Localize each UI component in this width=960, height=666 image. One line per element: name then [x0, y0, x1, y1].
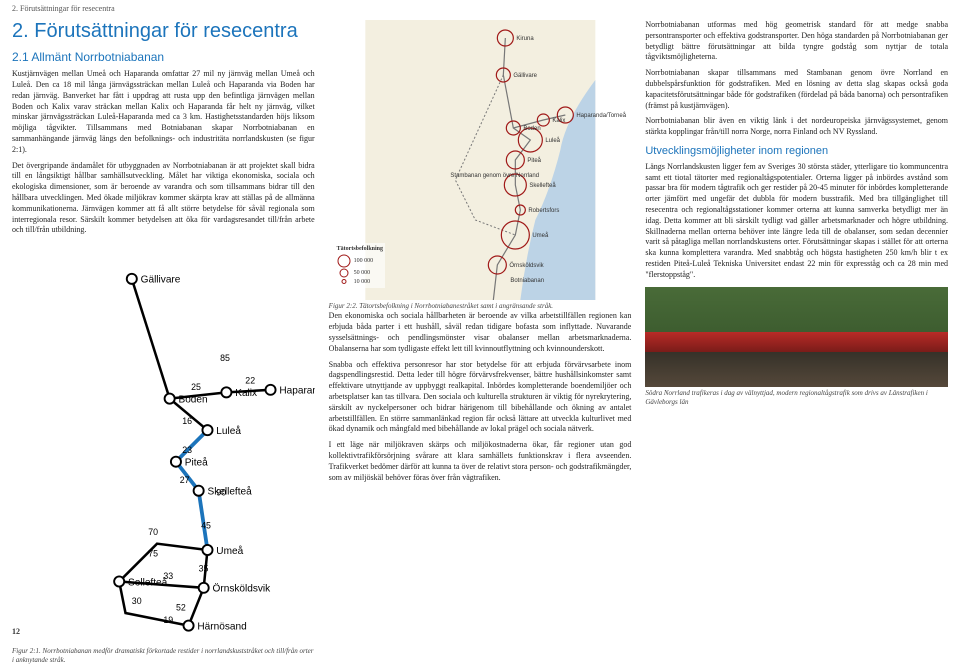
legend-row: 50 000 [337, 268, 383, 278]
figure-2-1-caption: Figur 2:1. Norrbotniabanan medför dramat… [12, 647, 315, 666]
body-paragraph: Snabba och effektiva personresor har sto… [329, 360, 632, 436]
svg-text:Luleå: Luleå [216, 425, 241, 437]
running-head: 2. Förutsättningar för resecentra [12, 4, 115, 15]
svg-text:Haparanda/Torneå: Haparanda/Torneå [576, 112, 626, 119]
svg-text:30: 30 [132, 596, 142, 606]
svg-text:52: 52 [176, 603, 186, 613]
body-paragraph: Det övergripande ändamålet för utbyggnad… [12, 161, 315, 237]
svg-text:Umeå: Umeå [216, 545, 243, 557]
svg-text:Kalix: Kalix [552, 118, 565, 124]
svg-text:Härnösand: Härnösand [197, 622, 246, 633]
body-paragraph: Den ekonomiska och sociala hållbarheten … [329, 311, 632, 354]
body-paragraph: Längs Norrlandskusten ligger fem av Sver… [645, 162, 948, 281]
svg-text:Piteå: Piteå [527, 157, 541, 164]
column-3: Norrbotniabanan utformas med hög geometr… [645, 20, 948, 622]
svg-text:27: 27 [180, 475, 190, 485]
legend-row: 10 000 [337, 278, 383, 286]
svg-text:Robertsfors: Robertsfors [528, 208, 559, 214]
svg-text:Skellefteå: Skellefteå [207, 486, 252, 498]
svg-text:Luleå: Luleå [545, 137, 560, 144]
svg-text:Skellefteå: Skellefteå [529, 182, 556, 189]
body-paragraph: Norrbotniabanan skapar tillsammans med S… [645, 68, 948, 111]
svg-text:Kiruna: Kiruna [516, 36, 534, 42]
svg-text:35: 35 [199, 564, 209, 574]
svg-text:Gällivare: Gällivare [513, 73, 537, 79]
svg-text:22: 22 [245, 376, 255, 386]
svg-text:Piteå: Piteå [185, 457, 208, 469]
column-2: Kiruna Gällivare Haparanda/Torneå Kalix Bode… [329, 20, 632, 622]
title-block: 2. Förutsättningar för resecentra 2.1 Al… [12, 20, 315, 65]
svg-text:70: 70 [148, 527, 158, 537]
svg-text:25: 25 [191, 382, 201, 392]
svg-text:Boden: Boden [178, 395, 207, 406]
legend-row: 100 000 [337, 254, 383, 268]
column-1: 2. Förutsättningar för resecentra 2.1 Al… [12, 20, 315, 622]
page-number: 12 [12, 627, 20, 638]
svg-text:Kalix: Kalix [235, 388, 257, 399]
body-paragraph: I ett läge när miljökraven skärps och mi… [329, 440, 632, 483]
svg-text:Stambanan genom övre Norrland: Stambanan genom övre Norrland [450, 173, 539, 179]
map-legend: Tätortsbefolkning 100 000 50 000 10 000 [335, 243, 385, 288]
body-paragraph: Norrbotniabanan utformas med hög geometr… [645, 20, 948, 63]
svg-text:19: 19 [163, 615, 173, 625]
figure-2-2-caption: Figur 2:2. Tätortsbefolkning i Norrbotni… [329, 302, 632, 311]
svg-text:Sollefteå: Sollefteå [128, 576, 168, 588]
svg-text:16: 16 [182, 416, 192, 426]
svg-text:Boden: Boden [523, 126, 540, 132]
page-title: 2. Förutsättningar för resecentra [12, 20, 315, 43]
figure-2-2-container: Kiruna Gällivare Haparanda/Torneå Kalix Bode… [329, 20, 632, 300]
svg-text:85: 85 [220, 353, 230, 363]
section-subtitle: 2.1 Allmänt Norrbotniabanan [12, 49, 315, 65]
body-paragraph: Norrbotniabanan blir även en viktig länk… [645, 116, 948, 138]
svg-text:23: 23 [182, 445, 192, 455]
svg-text:Gällivare: Gällivare [141, 275, 181, 286]
legend-title: Tätortsbefolkning [337, 245, 383, 253]
svg-text:Örnsköldsvik: Örnsköldsvik [509, 262, 544, 269]
svg-text:Botniabanan: Botniabanan [510, 278, 544, 284]
svg-text:75: 75 [148, 548, 158, 558]
body-paragraph: Kustjärnvägen mellan Umeå och Haparanda … [12, 69, 315, 155]
column-layout: 2. Förutsättningar för resecentra 2.1 Al… [12, 20, 948, 622]
svg-text:Örnsköldsvik: Örnsköldsvik [213, 583, 272, 595]
svg-text:Haparanda/ Torneå: Haparanda/ Torneå [279, 385, 314, 397]
photo-caption: Södra Norrland trafikeras i dag av välny… [645, 389, 948, 408]
figure-2-1-map: 85 25 22 16 23 27 90 45 75 33 52 35 30 1… [12, 241, 315, 645]
svg-text:45: 45 [201, 521, 211, 531]
train-photo [645, 287, 948, 387]
svg-text:Umeå: Umeå [532, 232, 549, 239]
section-heading: Utvecklingsmöjligheter inom regionen [645, 144, 948, 159]
